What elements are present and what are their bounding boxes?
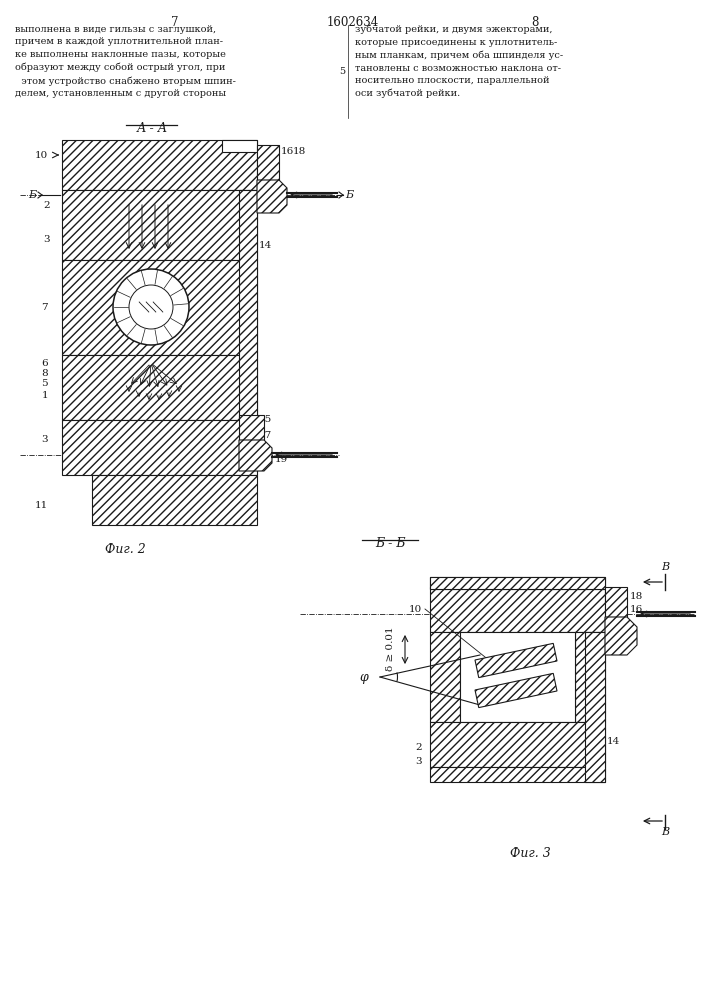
Bar <box>430 577 605 589</box>
Bar <box>430 632 460 722</box>
Text: А - А: А - А <box>136 122 168 135</box>
Text: 14: 14 <box>607 738 620 746</box>
Text: Б: Б <box>345 190 353 200</box>
Bar <box>62 260 257 355</box>
Polygon shape <box>475 643 557 678</box>
Text: выполнена в виде гильзы с заглушкой,
причем в каждой уплотнительной план-
ке вып: выполнена в виде гильзы с заглушкой, при… <box>15 25 236 98</box>
Text: 3: 3 <box>42 436 48 444</box>
Text: 10: 10 <box>35 150 48 159</box>
Text: 19: 19 <box>275 456 288 464</box>
Text: 17: 17 <box>259 430 272 440</box>
Bar <box>430 577 605 589</box>
Bar <box>257 145 279 180</box>
Bar <box>239 190 257 420</box>
Text: 7: 7 <box>171 16 179 29</box>
Bar <box>430 722 605 767</box>
Bar <box>575 632 605 722</box>
Text: 14: 14 <box>259 240 272 249</box>
Bar <box>430 587 605 632</box>
Text: 2: 2 <box>43 200 50 210</box>
Circle shape <box>113 269 189 345</box>
Text: 16: 16 <box>630 605 643 614</box>
Text: В: В <box>661 562 669 572</box>
Text: 3: 3 <box>43 235 50 244</box>
Text: δ ≥ 0.01: δ ≥ 0.01 <box>386 627 395 671</box>
Text: Б: Б <box>28 190 36 200</box>
Text: 2: 2 <box>416 742 422 752</box>
Bar <box>605 587 627 617</box>
Polygon shape <box>605 617 637 655</box>
Text: 5: 5 <box>339 68 345 77</box>
Polygon shape <box>257 180 287 213</box>
Text: 7: 7 <box>42 302 48 312</box>
Text: Б - Б: Б - Б <box>375 537 405 550</box>
Bar <box>92 475 257 525</box>
Text: 18: 18 <box>630 592 643 601</box>
Text: 3: 3 <box>416 758 422 766</box>
Bar <box>430 767 605 782</box>
Text: 1: 1 <box>42 390 48 399</box>
Text: зубчатой рейки, и двумя эжекторами,
которые присоединены к уплотнитель-
ным план: зубчатой рейки, и двумя эжекторами, кото… <box>355 25 563 99</box>
Text: 1602634: 1602634 <box>327 16 379 29</box>
Bar <box>460 632 575 722</box>
Text: 10: 10 <box>409 604 422 613</box>
Text: 11: 11 <box>35 500 48 510</box>
Bar <box>585 632 605 782</box>
Bar <box>62 420 257 475</box>
Text: 5: 5 <box>42 378 48 387</box>
Polygon shape <box>239 440 272 471</box>
Polygon shape <box>475 673 557 708</box>
Text: 18: 18 <box>293 147 306 156</box>
Text: 16: 16 <box>281 147 294 156</box>
Text: 8: 8 <box>532 16 539 29</box>
Text: Фиг. 2: Фиг. 2 <box>105 543 146 556</box>
Circle shape <box>129 285 173 329</box>
Text: В: В <box>661 827 669 837</box>
Text: 15: 15 <box>259 416 272 424</box>
Text: φ: φ <box>359 670 368 684</box>
Bar <box>239 415 264 440</box>
Bar <box>62 140 257 190</box>
Text: 8: 8 <box>42 368 48 377</box>
Text: Фиг. 3: Фиг. 3 <box>510 847 550 860</box>
Bar <box>222 140 257 152</box>
Bar <box>62 190 257 260</box>
Text: 6: 6 <box>42 359 48 367</box>
Bar <box>62 355 257 420</box>
